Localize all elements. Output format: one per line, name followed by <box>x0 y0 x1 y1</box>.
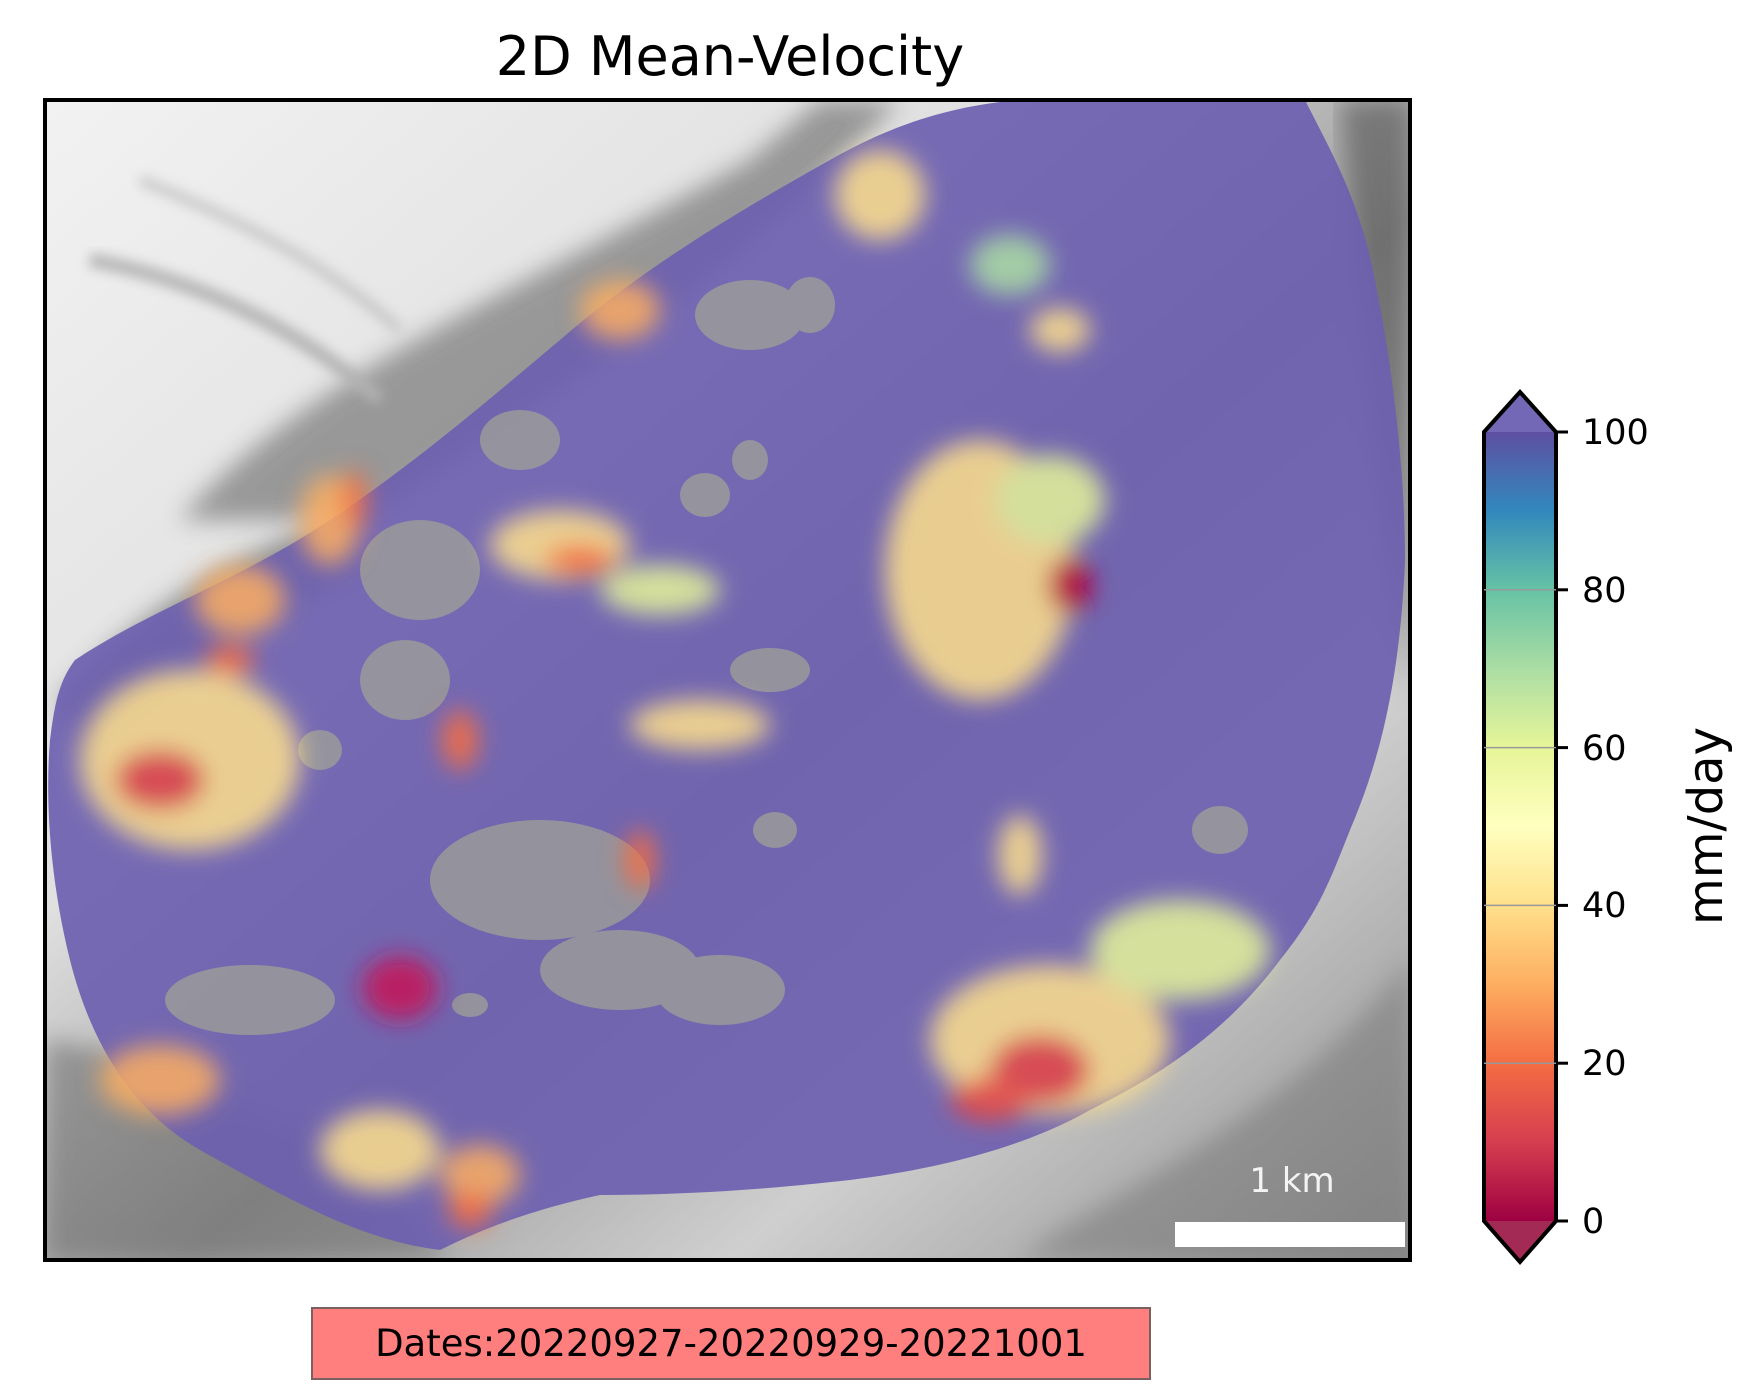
colorbar-extend-bottom <box>1484 1221 1556 1262</box>
colorbar-body <box>1484 432 1556 1221</box>
scale-bar <box>1175 1222 1405 1247</box>
colorbar-tick-label: 80 <box>1582 571 1627 611</box>
no-data-areas <box>165 277 1248 1035</box>
colorbar-tick-label: 60 <box>1582 729 1627 769</box>
colorbar-label: mm/day <box>1678 727 1734 925</box>
colorbar: 0 20 40 60 80 100 mm/day <box>1482 389 1734 1266</box>
map-area: 1 km <box>45 100 1410 1260</box>
colorbar-tick-label: 100 <box>1582 413 1649 453</box>
colorbar-gridlines <box>1484 589 1556 1064</box>
colorbar-tick-label: 40 <box>1582 886 1627 926</box>
scale-bar-label: 1 km <box>1249 1161 1334 1201</box>
velocity-anomalies <box>80 150 1270 1228</box>
colorbar-extend-top <box>1484 392 1556 432</box>
map-title: 2D Mean-Velocity <box>496 25 964 88</box>
colorbar-tick-label: 0 <box>1582 1202 1604 1242</box>
map-frame <box>43 98 1412 1262</box>
dates-label: Dates:20220927-20220929-20221001 <box>311 1307 1151 1380</box>
colorbar-tick-label: 20 <box>1582 1044 1627 1084</box>
colorbar-ticks <box>1556 430 1568 1223</box>
